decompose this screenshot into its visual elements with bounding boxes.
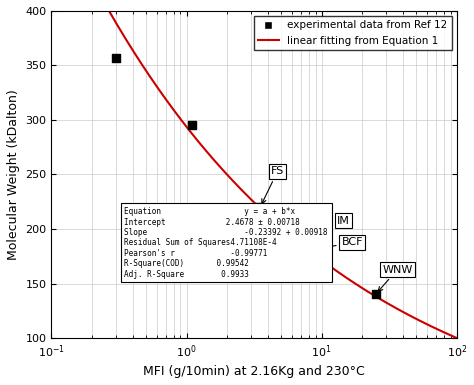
Legend: experimental data from Ref 12, linear fitting from Equation 1: experimental data from Ref 12, linear fi…	[254, 16, 452, 50]
Text: WNW: WNW	[378, 264, 412, 291]
Point	[372, 291, 379, 298]
Point	[305, 248, 312, 254]
X-axis label: MFI (g/10min) at 2.16Kg and 230°C: MFI (g/10min) at 2.16Kg and 230°C	[143, 365, 365, 378]
Text: IM: IM	[308, 216, 350, 246]
Text: Equation                  y = a + b*x
Intercept             2.4678 ± 0.00718
Slo: Equation y = a + b*x Intercept 2.4678 ± …	[125, 207, 328, 279]
Text: BCF: BCF	[312, 238, 363, 251]
Point	[112, 55, 120, 61]
Y-axis label: Molecular Weight (kDalton): Molecular Weight (kDalton)	[7, 89, 20, 260]
Text: FS: FS	[262, 166, 284, 204]
Point	[256, 204, 264, 210]
Point	[188, 122, 196, 129]
Point	[261, 206, 269, 213]
Point	[301, 246, 309, 252]
